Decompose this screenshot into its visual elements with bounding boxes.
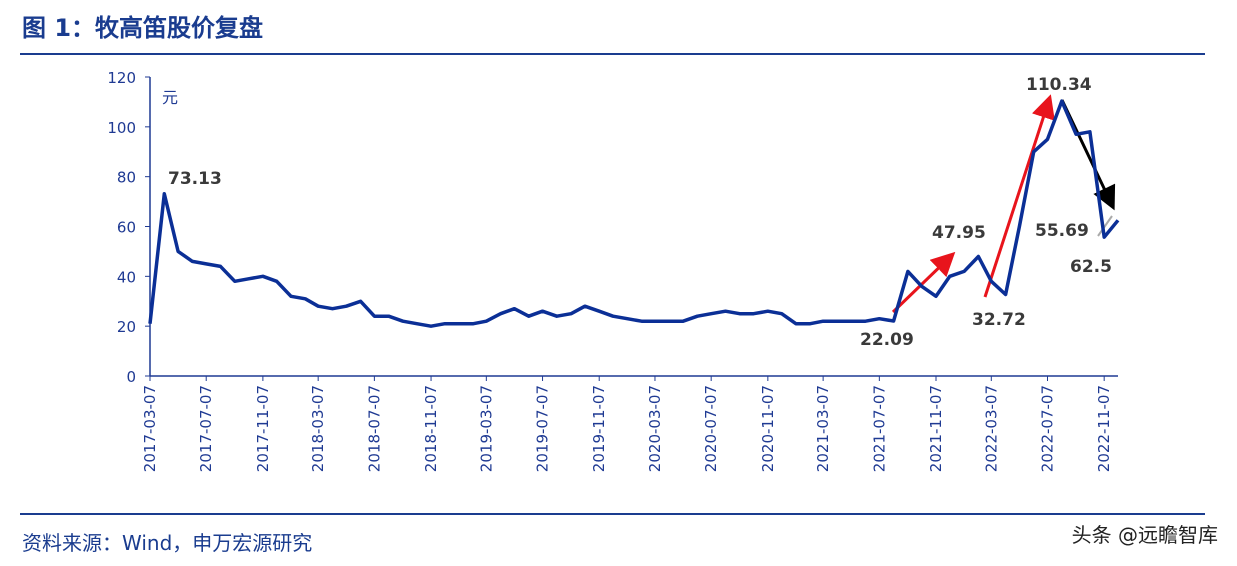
x-tick-label: 2018-03-07: [309, 385, 327, 472]
arrow: [1097, 215, 1113, 237]
annotation: 62.5: [1070, 257, 1112, 277]
annotation: 47.95: [932, 223, 986, 243]
y-tick-label: 100: [107, 119, 136, 137]
y-tick-label: 0: [126, 368, 136, 386]
x-tick-label: 2018-11-07: [422, 385, 440, 472]
annotation: 110.34: [1026, 75, 1092, 95]
x-tick-label: 2022-07-07: [1039, 385, 1057, 472]
x-tick-label: 2020-11-07: [759, 385, 777, 472]
x-tick-label: 2017-11-07: [254, 385, 272, 472]
annotation: 55.69: [1035, 221, 1089, 241]
x-tick-label: 2020-03-07: [646, 385, 664, 472]
x-tick-label: 2019-03-07: [477, 385, 495, 472]
x-tick-label: 2019-11-07: [590, 385, 608, 472]
x-tick-label: 2021-03-07: [814, 385, 832, 472]
x-tick-label: 2017-07-07: [197, 385, 215, 472]
source: 资料来源：Wind，申万宏源研究: [22, 531, 312, 555]
x-tick-label: 2019-07-07: [534, 385, 552, 472]
x-tick-label: 2018-07-07: [365, 385, 383, 472]
y-tick-label: 20: [117, 318, 136, 336]
annotation: 73.13: [168, 169, 222, 189]
y-tick-label: 120: [107, 69, 136, 87]
y-tick-label: 80: [117, 169, 136, 187]
x-tick-label: 2017-03-07: [141, 385, 159, 472]
x-tick-label: 2021-07-07: [870, 385, 888, 472]
annotation: 22.09: [860, 330, 914, 350]
x-tick-label: 2022-11-07: [1095, 385, 1113, 472]
x-tick-label: 2021-11-07: [927, 385, 945, 472]
chart-title: 图 1：牧高笛股价复盘: [22, 14, 263, 42]
price-line: [148, 99, 1120, 328]
y-tick-label: 40: [117, 268, 136, 286]
x-tick-label: 2020-07-07: [702, 385, 720, 472]
y-axis-label: 元: [162, 88, 178, 107]
arrow: [983, 94, 1055, 298]
y-tick-label: 60: [117, 219, 136, 237]
watermark: 头条 @远瞻智库: [1072, 523, 1218, 547]
arrow: [891, 251, 956, 314]
x-tick-label: 2022-03-07: [982, 385, 1000, 472]
annotation: 32.72: [972, 310, 1026, 330]
